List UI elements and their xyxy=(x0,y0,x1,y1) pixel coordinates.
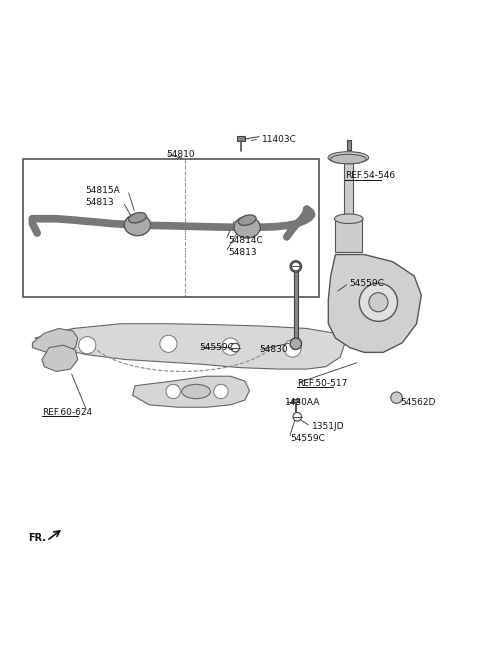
Ellipse shape xyxy=(328,152,369,164)
Ellipse shape xyxy=(238,215,256,225)
Circle shape xyxy=(166,384,180,399)
Circle shape xyxy=(160,335,177,352)
Circle shape xyxy=(369,293,388,312)
Bar xyxy=(292,399,299,403)
Text: 54562D: 54562D xyxy=(400,398,435,407)
Text: FR.: FR. xyxy=(28,533,46,543)
Polygon shape xyxy=(328,254,421,352)
Polygon shape xyxy=(33,328,78,352)
Text: 54813: 54813 xyxy=(228,248,257,257)
Polygon shape xyxy=(42,345,78,371)
Text: 54559C: 54559C xyxy=(350,279,384,288)
Bar xyxy=(237,136,245,141)
Bar xyxy=(336,219,362,252)
Circle shape xyxy=(284,340,301,357)
Ellipse shape xyxy=(330,154,366,164)
Circle shape xyxy=(222,338,239,355)
Text: 1351JD: 1351JD xyxy=(312,422,344,431)
Circle shape xyxy=(290,338,301,350)
Circle shape xyxy=(214,384,228,399)
Text: 54810: 54810 xyxy=(166,150,195,159)
Text: REF.60-624: REF.60-624 xyxy=(42,407,92,417)
Bar xyxy=(23,159,319,298)
Text: 54814C: 54814C xyxy=(228,236,263,244)
Circle shape xyxy=(79,336,96,353)
Circle shape xyxy=(360,283,397,321)
Text: 54813: 54813 xyxy=(85,198,114,206)
Circle shape xyxy=(291,262,300,271)
Polygon shape xyxy=(35,324,345,369)
Ellipse shape xyxy=(234,217,260,238)
Bar xyxy=(344,157,353,233)
Text: 11403C: 11403C xyxy=(262,135,296,145)
Bar xyxy=(347,140,351,150)
Bar xyxy=(294,267,298,343)
Ellipse shape xyxy=(335,214,363,223)
Ellipse shape xyxy=(182,384,210,399)
Text: 54830: 54830 xyxy=(259,346,288,355)
Ellipse shape xyxy=(129,213,146,223)
Text: REF.54-546: REF.54-546 xyxy=(345,171,395,180)
Ellipse shape xyxy=(124,214,151,236)
Text: 54559C: 54559C xyxy=(199,343,234,352)
Circle shape xyxy=(293,413,301,421)
Circle shape xyxy=(231,344,240,352)
Text: 1430AA: 1430AA xyxy=(285,398,321,407)
Polygon shape xyxy=(132,376,250,407)
Circle shape xyxy=(391,392,402,403)
Text: REF.50-517: REF.50-517 xyxy=(297,379,348,388)
Text: 54559C: 54559C xyxy=(290,434,325,443)
Circle shape xyxy=(290,261,301,272)
Text: 54815A: 54815A xyxy=(85,186,120,194)
